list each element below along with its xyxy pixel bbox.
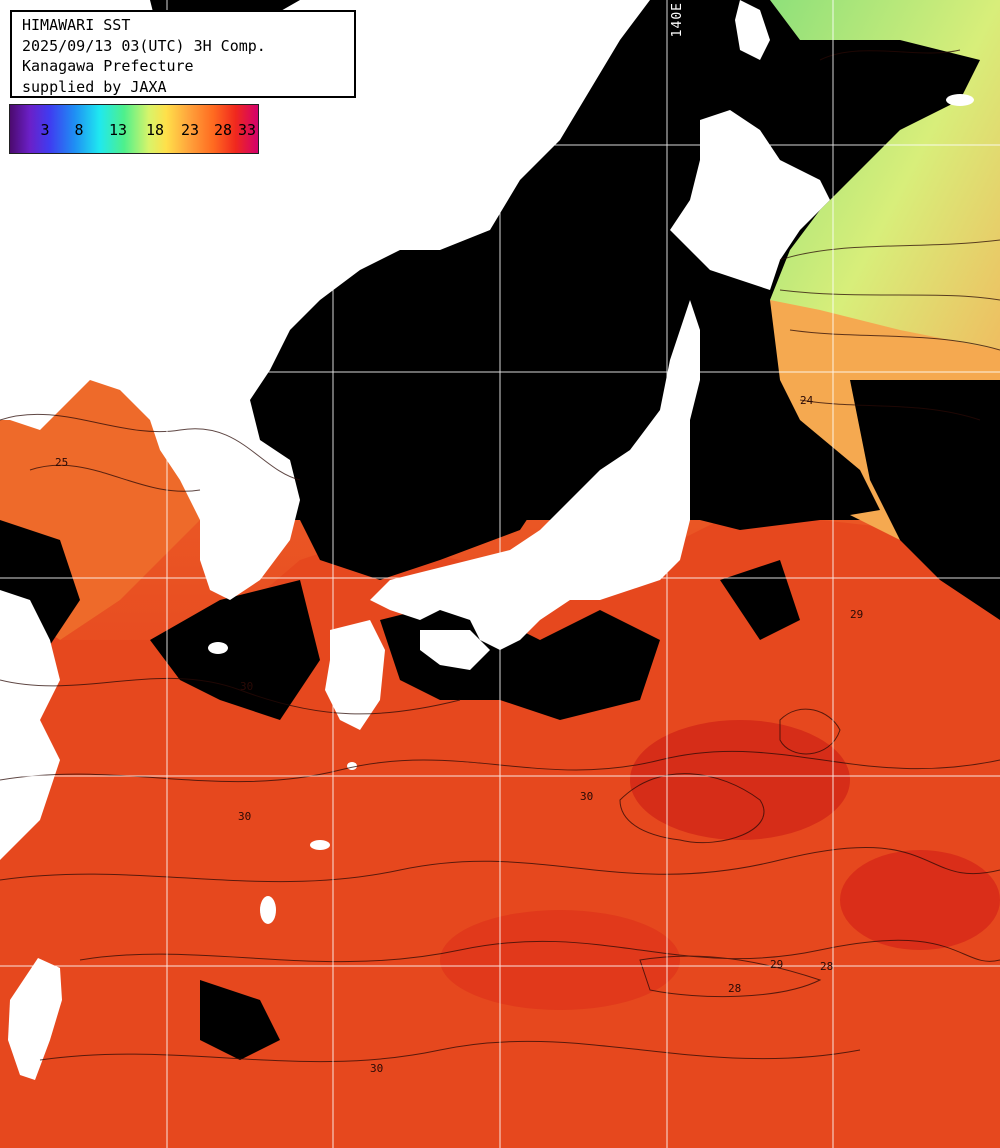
scale-tick: 13 bbox=[108, 121, 128, 139]
contour-lines bbox=[0, 49, 1000, 1063]
organization: Kanagawa Prefecture bbox=[22, 57, 194, 75]
temperature-color-scale: 3 8 13 18 23 28 33 bbox=[9, 104, 259, 154]
no-data-region bbox=[850, 380, 1000, 620]
sakhalin bbox=[735, 0, 770, 60]
contour-label: 30 bbox=[580, 790, 593, 803]
hot-patch bbox=[840, 850, 1000, 950]
contour-label: 24 bbox=[800, 394, 814, 407]
mainland-china-coast bbox=[0, 590, 60, 860]
data-credit: supplied by JAXA bbox=[22, 77, 167, 96]
contour-label: 25 bbox=[55, 456, 68, 469]
scale-tick: 8 bbox=[74, 121, 84, 139]
latitude-label-30n: 30N bbox=[10, 760, 34, 775]
scale-tick: 18 bbox=[145, 121, 165, 139]
island bbox=[398, 132, 422, 164]
island bbox=[310, 840, 330, 850]
contour-label: 29 bbox=[850, 608, 863, 621]
scale-tick: 28 bbox=[213, 121, 233, 139]
hokkaido bbox=[670, 110, 830, 290]
contour-label: 28 bbox=[820, 960, 833, 973]
observation-time: 2025/09/13 03(UTC) 3H Comp. bbox=[22, 36, 266, 55]
product-title: HIMAWARI SST bbox=[22, 16, 131, 34]
cloud-patch bbox=[200, 980, 280, 1060]
contour-label: 29 bbox=[770, 958, 783, 971]
honshu bbox=[370, 300, 700, 650]
scale-tick: 23 bbox=[180, 121, 200, 139]
contour-label: 28 bbox=[728, 982, 741, 995]
shikoku bbox=[420, 630, 490, 670]
hot-patch bbox=[630, 720, 850, 840]
contour-label: 30 bbox=[238, 810, 251, 823]
cloud-patch bbox=[150, 580, 320, 720]
longitude-label-140e: 140E bbox=[670, 2, 685, 38]
island bbox=[946, 94, 974, 106]
island bbox=[260, 896, 276, 924]
scale-tick: 3 bbox=[40, 121, 50, 139]
kyushu bbox=[325, 620, 385, 730]
island bbox=[208, 642, 228, 654]
contour-label: 30 bbox=[240, 680, 253, 693]
island bbox=[347, 762, 357, 770]
title-info-box: HIMAWARI SST 2025/09/13 03(UTC) 3H Comp.… bbox=[10, 10, 356, 98]
scale-tick: 33 bbox=[237, 121, 257, 139]
cloud-patch bbox=[720, 560, 800, 640]
hot-patch bbox=[440, 910, 680, 1010]
latitude-label-40n: 40N bbox=[10, 352, 34, 367]
taiwan bbox=[8, 958, 62, 1080]
contour-label: 30 bbox=[370, 1062, 383, 1075]
